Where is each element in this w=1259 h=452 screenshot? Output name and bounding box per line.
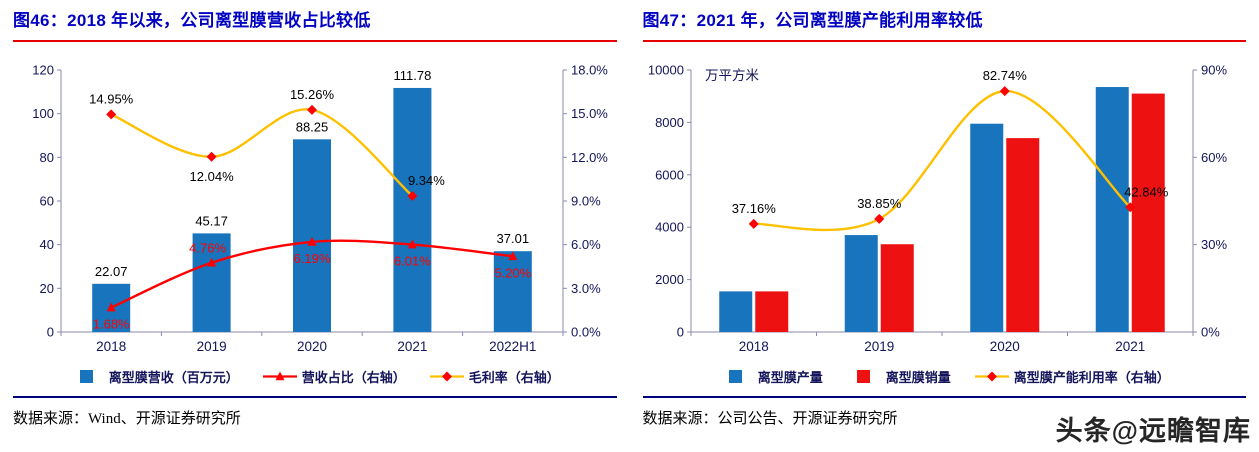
svg-text:1.68%: 1.68%: [93, 317, 130, 332]
svg-text:0.0%: 0.0%: [571, 325, 601, 340]
svg-text:18.0%: 18.0%: [571, 63, 608, 78]
line-series-1: 14.95% 12.04% 15.26% 9.34%: [89, 87, 445, 202]
tick-labels: 0 20 40 60 80 100 120 0.0% 3.0% 6.0% 9.0% 12.0% 15.0…: [32, 63, 608, 355]
fig46-title: 图46：2018 年以来，公司离型膜营收占比较低: [13, 11, 371, 30]
svg-text:6.0%: 6.0%: [571, 237, 601, 252]
legend-label: 离型膜营收（百万元）: [108, 370, 239, 385]
svg-text:100: 100: [32, 106, 54, 121]
svg-text:42.84%: 42.84%: [1124, 184, 1169, 199]
svg-text:12.0%: 12.0%: [571, 150, 608, 165]
bar-series-1: [754, 93, 1165, 332]
svg-text:10000: 10000: [647, 63, 683, 78]
svg-text:0: 0: [47, 325, 54, 340]
bar-series-0: [92, 87, 532, 333]
bar-series-0: [718, 87, 1129, 333]
svg-text:9.34%: 9.34%: [408, 173, 445, 188]
svg-text:2019: 2019: [197, 339, 227, 354]
svg-text:45.17: 45.17: [195, 213, 228, 228]
svg-text:88.25: 88.25: [296, 119, 329, 134]
panel-fig46: 图46：2018 年以来，公司离型膜营收占比较低 0 20 40 60 80 100 120…: [13, 6, 617, 428]
svg-text:6000: 6000: [655, 167, 684, 182]
fig47-source-rule: [642, 396, 1246, 398]
svg-text:5.20%: 5.20%: [494, 265, 531, 280]
panel-fig47: 图47：2021 年，公司离型膜产能利用率较低 0 2000 4000 6000 800…: [642, 6, 1247, 428]
svg-text:20: 20: [40, 281, 54, 296]
legend-swatch-bar-icon: [856, 370, 870, 383]
legend-item: 毛利率（右轴）: [429, 367, 560, 386]
watermark: 头条@远瞻智库: [1055, 416, 1251, 446]
svg-text:6.01%: 6.01%: [394, 254, 431, 269]
legend-label: 离型膜产能利用率（右轴）: [1013, 370, 1170, 385]
fig47-plot: 0 2000 4000 6000 8000 10000 0% 30% 60% 90% 2018 201…: [647, 63, 1227, 355]
fig47-chart-area: 0 2000 4000 6000 8000 10000 0% 30% 60% 90% 2018 201…: [643, 46, 1247, 367]
svg-text:6.19%: 6.19%: [294, 251, 331, 266]
legend-item: 营收占比（右轴）: [262, 367, 406, 386]
svg-text:22.07: 22.07: [95, 264, 128, 279]
svg-text:14.95%: 14.95%: [89, 91, 134, 106]
bar-labels-0: 22.07 45.17 88.25 111.78 37.01: [95, 68, 529, 279]
svg-text:15.26%: 15.26%: [290, 87, 335, 102]
svg-text:38.85%: 38.85%: [857, 196, 902, 211]
svg-text:82.74%: 82.74%: [982, 68, 1027, 83]
svg-text:0: 0: [676, 325, 683, 340]
svg-text:37.16%: 37.16%: [731, 201, 776, 216]
svg-text:2020: 2020: [297, 339, 327, 354]
fig47-title: 图47：2021 年，公司离型膜产能利用率较低: [642, 11, 983, 30]
legend-item: 离型膜产能利用率（右轴）: [974, 367, 1170, 386]
svg-text:3.0%: 3.0%: [571, 281, 601, 296]
svg-text:2021: 2021: [397, 339, 427, 354]
fig46-source: 数据来源：Wind、开源证券研究所: [13, 411, 241, 427]
legend-label: 离型膜产量: [757, 370, 823, 385]
fig46-title-underline: [13, 40, 617, 42]
line-series-0: 1.68% 4.76% 6.19% 6.01% 5.20%: [93, 236, 532, 332]
legend-label: 毛利率（右轴）: [468, 370, 560, 385]
fig46-source-rule: [13, 396, 617, 398]
svg-text:80: 80: [40, 150, 54, 165]
svg-text:2000: 2000: [655, 272, 684, 287]
fig46-chart-area: 0 20 40 60 80 100 120 0.0% 3.0% 6.0% 9.0% 12.0% 15.0…: [13, 46, 617, 367]
svg-text:2022H1: 2022H1: [489, 339, 536, 354]
legend-item: 离型膜营收（百万元）: [70, 367, 239, 386]
fig47-title-underline: [642, 40, 1246, 42]
legend-swatch-line-icon: [429, 371, 464, 382]
svg-text:0%: 0%: [1201, 325, 1220, 340]
svg-text:9.0%: 9.0%: [571, 194, 601, 209]
legend-item: 离型膜销量: [847, 367, 951, 386]
svg-text:111.78: 111.78: [393, 68, 431, 83]
svg-text:2018: 2018: [738, 339, 768, 354]
svg-text:12.04%: 12.04%: [190, 169, 235, 184]
legend-label: 离型膜销量: [885, 370, 951, 385]
svg-text:60: 60: [40, 194, 54, 209]
fig46-legend: 离型膜营收（百万元） 营收占比（右轴） 毛利率（右轴）: [13, 367, 617, 386]
svg-text:30%: 30%: [1201, 237, 1227, 252]
svg-text:8000: 8000: [655, 115, 684, 130]
svg-text:40: 40: [40, 237, 54, 252]
svg-text:4000: 4000: [655, 220, 684, 235]
legend-item: 离型膜产量: [719, 367, 823, 386]
svg-text:120: 120: [32, 63, 54, 78]
svg-text:4.76%: 4.76%: [189, 241, 226, 256]
svg-text:90%: 90%: [1201, 63, 1227, 78]
legend-swatch-line-icon: [262, 371, 297, 381]
fig47-source: 数据来源：公司公告、开源证券研究所: [642, 411, 898, 427]
svg-text:2018: 2018: [96, 339, 126, 354]
legend-swatch-bar-icon: [79, 370, 93, 383]
legend-label: 营收占比（右轴）: [301, 370, 406, 385]
legend-swatch-bar-icon: [728, 370, 742, 383]
line-series-0: 37.16% 38.85% 82.74% 42.84%: [731, 68, 1169, 232]
svg-text:万平方米: 万平方米: [705, 68, 759, 83]
svg-text:60%: 60%: [1201, 150, 1227, 165]
tick-labels: 0 2000 4000 6000 8000 10000 0% 30% 60% 90% 2018 201…: [647, 63, 1227, 355]
svg-text:37.01: 37.01: [497, 231, 530, 246]
legend-swatch-line-icon: [974, 371, 1009, 382]
svg-text:2021: 2021: [1115, 339, 1145, 354]
fig47-legend: 离型膜产量 离型膜销量 离型膜产能利用率（右轴）: [643, 367, 1247, 386]
report-figures-row: 图46：2018 年以来，公司离型膜营收占比较低 0 20 40 60 80 100 120…: [13, 6, 1247, 428]
svg-text:2020: 2020: [989, 339, 1019, 354]
fig46-plot: 0 20 40 60 80 100 120 0.0% 3.0% 6.0% 9.0% 12.0% 15.0…: [32, 63, 608, 355]
svg-text:15.0%: 15.0%: [571, 106, 608, 121]
svg-text:2019: 2019: [864, 339, 894, 354]
